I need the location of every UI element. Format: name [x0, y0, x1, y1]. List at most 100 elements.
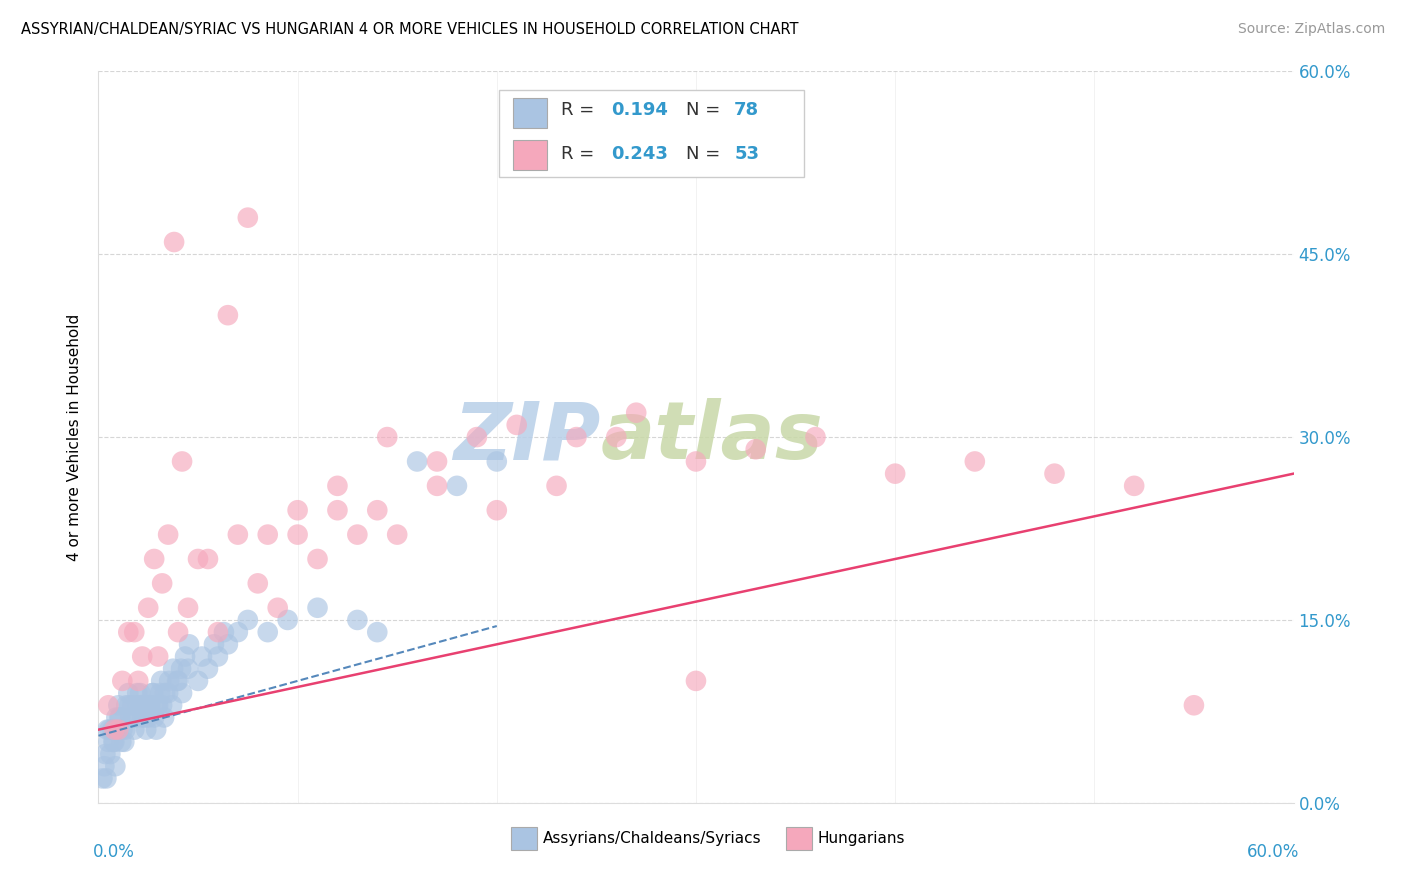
- Point: [212, 625, 235, 640]
- Text: N =: N =: [686, 145, 727, 162]
- Point: [114, 723, 136, 737]
- Point: [685, 673, 707, 688]
- Text: R =: R =: [561, 145, 600, 162]
- Point: [307, 600, 329, 615]
- FancyBboxPatch shape: [510, 827, 537, 850]
- Point: [172, 454, 194, 468]
- Point: [136, 710, 159, 724]
- Point: [134, 710, 156, 724]
- Point: [191, 649, 214, 664]
- Y-axis label: 4 or more Vehicles in Household: 4 or more Vehicles in Household: [67, 313, 83, 561]
- Point: [125, 710, 148, 724]
- Point: [197, 552, 219, 566]
- Point: [127, 673, 149, 688]
- Point: [96, 723, 118, 737]
- Text: 60.0%: 60.0%: [1247, 843, 1299, 861]
- FancyBboxPatch shape: [499, 90, 804, 178]
- Point: [187, 552, 209, 566]
- Point: [121, 698, 143, 713]
- Point: [166, 673, 188, 688]
- Point: [546, 479, 568, 493]
- Point: [446, 479, 468, 493]
- Text: Source: ZipAtlas.com: Source: ZipAtlas.com: [1237, 22, 1385, 37]
- Point: [148, 649, 170, 664]
- Point: [127, 698, 149, 713]
- Point: [217, 308, 239, 322]
- Point: [105, 710, 128, 724]
- Point: [167, 673, 190, 688]
- Point: [1123, 479, 1146, 493]
- Point: [385, 527, 409, 541]
- Point: [145, 723, 167, 737]
- Point: [103, 723, 125, 737]
- Point: [256, 527, 278, 541]
- Point: [605, 430, 627, 444]
- Point: [177, 637, 200, 651]
- Point: [202, 637, 225, 651]
- Point: [207, 649, 229, 664]
- Point: [426, 454, 449, 468]
- Point: [134, 698, 156, 713]
- Point: [149, 686, 172, 700]
- Point: [326, 503, 349, 517]
- Point: [136, 600, 159, 615]
- Point: [111, 723, 134, 737]
- Text: Hungarians: Hungarians: [818, 831, 905, 847]
- Text: 0.194: 0.194: [612, 101, 668, 119]
- Point: [745, 442, 768, 457]
- Point: [177, 662, 200, 676]
- Point: [117, 686, 139, 700]
- Point: [167, 625, 190, 640]
- Point: [111, 673, 134, 688]
- Point: [226, 625, 249, 640]
- Point: [277, 613, 299, 627]
- Point: [124, 723, 146, 737]
- Point: [346, 613, 368, 627]
- Point: [1182, 698, 1205, 713]
- Point: [142, 686, 165, 700]
- Point: [160, 698, 183, 713]
- Point: [120, 710, 142, 724]
- Point: [1043, 467, 1066, 481]
- Point: [366, 503, 388, 517]
- Point: [143, 710, 166, 724]
- Point: [226, 527, 249, 541]
- Text: N =: N =: [686, 101, 727, 119]
- Point: [485, 503, 508, 517]
- Text: 78: 78: [734, 101, 759, 119]
- Point: [366, 625, 388, 640]
- Point: [170, 662, 193, 676]
- Point: [103, 735, 125, 749]
- Point: [267, 600, 290, 615]
- Point: [153, 686, 176, 700]
- Point: [177, 600, 200, 615]
- Point: [236, 613, 259, 627]
- Text: 0.243: 0.243: [612, 145, 668, 162]
- Point: [93, 759, 115, 773]
- Point: [162, 662, 184, 676]
- Point: [115, 698, 138, 713]
- Text: atlas: atlas: [600, 398, 823, 476]
- Text: 0.0%: 0.0%: [93, 843, 135, 861]
- Point: [426, 479, 449, 493]
- Point: [485, 454, 508, 468]
- Point: [112, 735, 135, 749]
- Text: 53: 53: [734, 145, 759, 162]
- Point: [565, 430, 588, 444]
- Point: [375, 430, 398, 444]
- Point: [103, 735, 125, 749]
- Point: [141, 686, 163, 700]
- Point: [963, 454, 986, 468]
- Point: [685, 454, 707, 468]
- Text: R =: R =: [561, 101, 600, 119]
- Point: [131, 649, 153, 664]
- Point: [236, 211, 259, 225]
- Point: [138, 698, 160, 713]
- Point: [96, 772, 118, 786]
- Point: [117, 625, 139, 640]
- Point: [197, 662, 219, 676]
- Point: [307, 552, 329, 566]
- Point: [150, 673, 173, 688]
- Point: [107, 698, 129, 713]
- Point: [465, 430, 488, 444]
